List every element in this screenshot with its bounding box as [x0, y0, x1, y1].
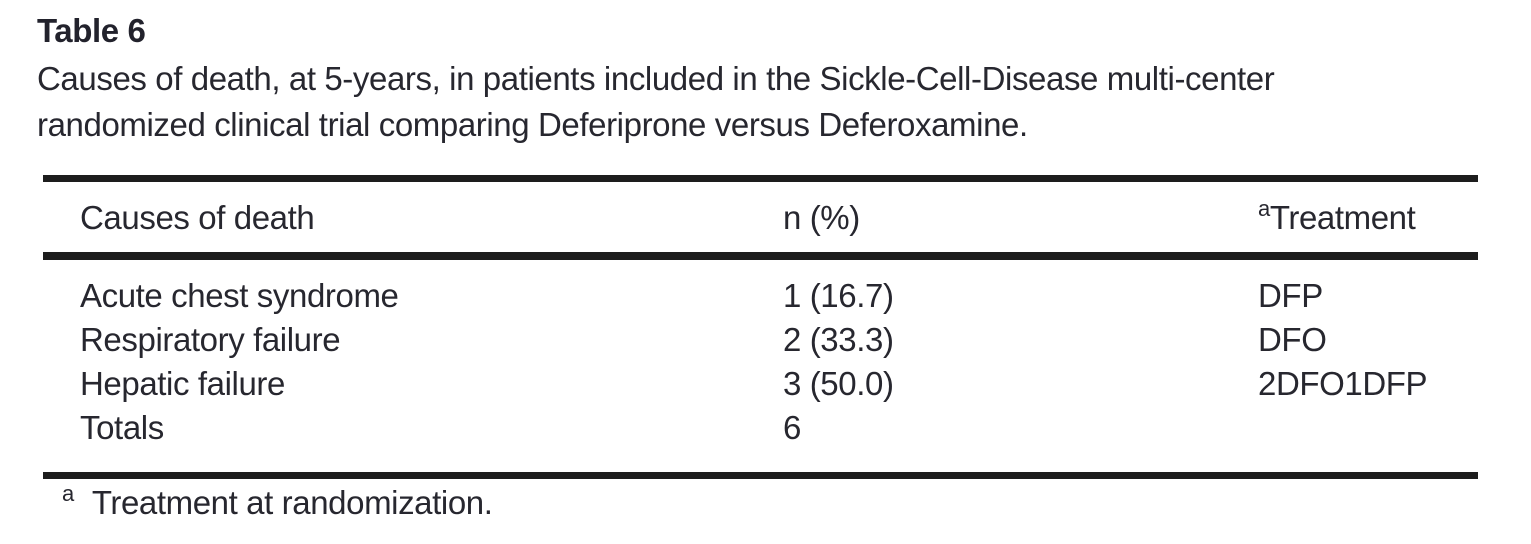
- cell-cause: Respiratory failure: [80, 321, 341, 358]
- column-header-causes-of-death: Causes of death: [80, 199, 315, 236]
- column-header-treatment-label: Treatment: [1269, 199, 1416, 236]
- table-number-label: Table 6: [37, 12, 146, 49]
- cell-treatment: DFO: [1258, 321, 1327, 358]
- cell-n-percent: 6: [783, 409, 801, 446]
- table-header-row: Causes of death n (%) aTreatment: [43, 182, 1478, 260]
- cell-cause: Acute chest syndrome: [80, 277, 399, 314]
- cell-treatment: 2DFO1DFP: [1258, 365, 1428, 402]
- footnote-marker: a: [62, 481, 74, 506]
- table-body: Acute chest syndrome 1 (16.7) DFP Respir…: [43, 260, 1478, 472]
- cell-n-percent: 3 (50.0): [783, 365, 894, 402]
- cell-n-percent: 2 (33.3): [783, 321, 894, 358]
- column-header-treatment: aTreatment: [1258, 196, 1478, 237]
- cell-treatment: DFP: [1258, 277, 1323, 314]
- table-row: Respiratory failure 2 (33.3) DFO: [43, 318, 1478, 362]
- cell-cause: Hepatic failure: [80, 365, 285, 402]
- data-table: Causes of death n (%) aTreatment Acute c…: [43, 175, 1478, 479]
- table-caption-line-2: randomized clinical trial comparing Defe…: [37, 106, 1028, 143]
- cell-treatment: [1258, 406, 1478, 450]
- table-row: Acute chest syndrome 1 (16.7) DFP: [43, 274, 1478, 318]
- footnote-text: Treatment at randomization.: [91, 484, 493, 521]
- table-row: Hepatic failure 3 (50.0) 2DFO1DFP: [43, 362, 1478, 406]
- column-header-n-percent: n (%): [783, 199, 860, 236]
- table-row-totals: Totals 6: [43, 406, 1478, 450]
- table-footnote: a Treatment at randomization.: [62, 481, 493, 522]
- treatment-footnote-marker: a: [1258, 196, 1270, 221]
- table-caption-line-1: Causes of death, at 5-years, in patients…: [37, 60, 1275, 97]
- cell-cause: Totals: [80, 409, 164, 446]
- cell-n-percent: 1 (16.7): [783, 277, 894, 314]
- table-caption: Causes of death, at 5-years, in patients…: [37, 56, 1507, 148]
